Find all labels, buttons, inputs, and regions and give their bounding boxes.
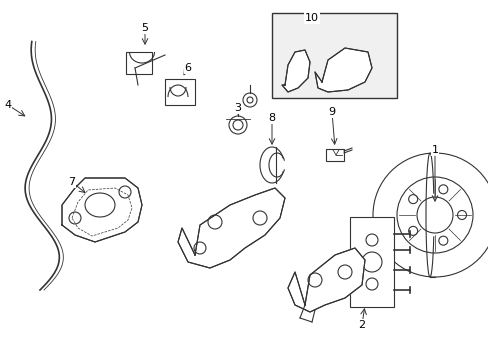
Text: 7: 7 (68, 177, 76, 187)
Bar (271, 13, 396, 98)
FancyBboxPatch shape (126, 52, 152, 74)
Polygon shape (314, 48, 371, 92)
Text: 1: 1 (430, 145, 438, 155)
Text: 8: 8 (268, 113, 275, 123)
Polygon shape (282, 50, 309, 92)
FancyBboxPatch shape (164, 79, 195, 105)
Text: 10: 10 (305, 13, 318, 23)
Text: 5: 5 (141, 23, 148, 33)
Text: 4: 4 (4, 100, 12, 110)
Polygon shape (178, 188, 285, 268)
Text: 6: 6 (184, 63, 191, 73)
Text: 3: 3 (234, 103, 241, 113)
Polygon shape (287, 248, 364, 312)
Text: 2: 2 (358, 320, 365, 330)
FancyBboxPatch shape (325, 149, 343, 161)
FancyBboxPatch shape (349, 217, 393, 307)
Polygon shape (62, 178, 142, 242)
Text: 9: 9 (328, 107, 335, 117)
